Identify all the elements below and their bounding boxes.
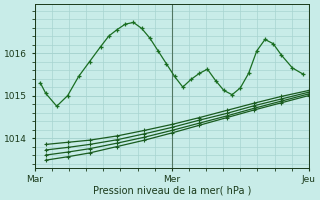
X-axis label: Pression niveau de la mer( hPa ): Pression niveau de la mer( hPa ) [92, 186, 251, 196]
